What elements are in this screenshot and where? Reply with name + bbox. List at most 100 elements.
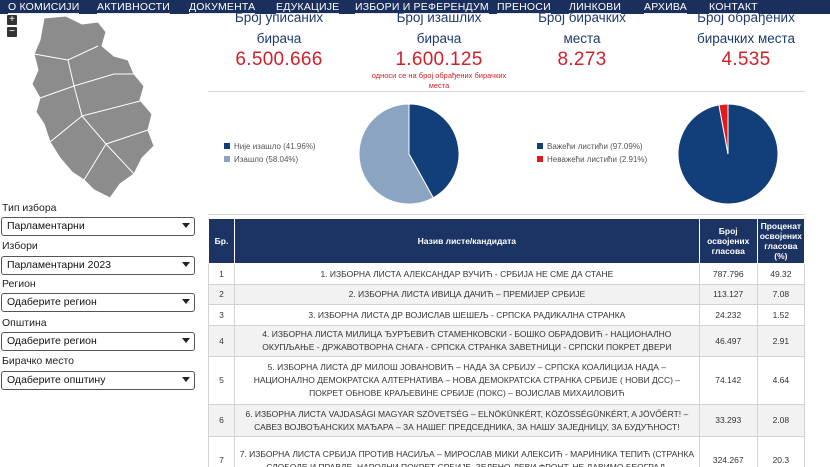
row-number: 6 [208,404,235,437]
stat-label: места [563,31,601,46]
row-number: 1 [208,263,235,285]
legend-item: Неважећи листићи (2.91%) [537,153,647,166]
legend-item: Важећи листићи (97.09%) [537,140,647,153]
nav-item-documents[interactable]: ДОКУМЕНТА [189,1,256,14]
legend-label: Важећи листићи (97.09%) [547,142,643,151]
row-votes: 46.497 [698,325,758,357]
row-votes: 787.796 [698,263,758,285]
polling-station-select[interactable]: Одаберите општину [1,371,195,390]
row-percent: 49.32 [756,263,806,285]
results-table: Бр. Назив листе/кандидата Број освојених… [208,218,806,467]
legend-swatch [224,156,230,162]
serbia-region-map[interactable] [22,12,162,204]
divider [208,91,805,92]
divider [208,214,805,215]
stat-label: Број бирачких [538,10,626,25]
voters-turnout-stat: Број изашлих бирача 1.600.125 односи се … [362,7,516,91]
chevron-down-icon [182,223,190,228]
election-value: Парламентарни 2023 [7,259,112,271]
legend-label: Изашло (58.04%) [234,155,299,164]
row-percent: 7.08 [756,284,806,305]
row-percent: 2.91 [756,325,806,357]
election-select[interactable]: Парламентарни 2023 [1,256,195,275]
header-number: Бр. [208,218,235,264]
polling-station-label: Бирачко место [2,355,74,367]
stat-label: бирачких места [696,31,796,46]
polling-station-value: Одаберите општину [7,374,106,386]
polling-stations-stat: Број бирачких места 8.273 [516,7,648,71]
turnout-legend: Није изашло (41.96%) Изашло (58.04%) [224,140,316,166]
header-percent: Проценат освојених гласова (%) [756,218,806,264]
row-name: 3. ИЗБОРНА ЛИСТА ДР ВОЈИСЛАВ ШЕШЕЉ - СРП… [234,304,700,326]
legend-item: Није изашло (41.96%) [224,140,316,153]
pie-slice-invalid[interactable] [718,103,729,155]
row-number: 5 [208,356,235,405]
row-number: 4 [208,325,235,357]
row-percent: 20.3 [756,436,806,467]
stat-label: бирача [256,31,302,46]
election-type-value: Парламентарни [7,220,85,232]
stat-label: Број уписаних [234,10,324,25]
nav-item-broadcasts[interactable]: ПРЕНОСИ [497,1,551,14]
zoom-out-button[interactable]: − [7,27,17,37]
election-label: Избори [2,240,38,252]
table-row: 6 6. ИЗБОРНА ЛИСТА VAJDASÁGI MAGYAR SZÖV… [208,404,806,437]
municipality-select[interactable]: Одаберите регион [1,332,195,351]
chevron-down-icon [182,262,190,267]
nav-item-links[interactable]: ЛИНКОВИ [569,1,622,14]
region-label: Регион [2,278,36,290]
nav-item-archive[interactable]: АРХИВА [644,1,687,14]
row-name: 2. ИЗБОРНА ЛИСТА ИВИЦА ДАЧИЋ – ПРЕМИЈЕР … [234,284,700,305]
row-votes: 324.267 [698,436,758,467]
legend-swatch [224,143,230,149]
row-votes: 33.293 [698,404,758,437]
map-region-shape[interactable] [31,15,155,199]
row-number: 2 [208,284,235,305]
chevron-down-icon [182,377,190,382]
table-header-row: Бр. Назив листе/кандидата Број освојених… [208,218,806,264]
nav-item-education[interactable]: ЕДУКАЦИЈЕ [276,1,340,14]
stat-note: односи се на број обрађених бирачких [371,71,507,80]
legend-item: Изашло (58.04%) [224,153,316,166]
row-percent: 1.52 [756,304,806,326]
row-name: 5. ИЗБОРНА ЛИСТА ДР МИЛОШ ЈОВАНОВИЋ – НА… [234,356,700,405]
registered-voters-stat: Број уписаних бирача 6.500.666 [213,7,345,71]
header-name: Назив листе/кандидата [234,218,700,264]
nav-item-elections[interactable]: ИЗБОРИ И РЕФЕРЕНДУМ [355,1,489,14]
processed-stations-stat: Број обрађених бирачких места 4.535 [680,7,812,71]
table-row: 2 2. ИЗБОРНА ЛИСТА ИВИЦА ДАЧИЋ – ПРЕМИЈЕ… [208,284,806,305]
validity-pie-chart [677,103,779,205]
nav-item-about[interactable]: О КОМИСИЈИ [8,1,80,14]
row-name: 1. ИЗБОРНА ЛИСТА АЛЕКСАНДАР ВУЧИЋ - СРБИ… [234,263,700,285]
top-navigation: О КОМИСИЈИ АКТИВНОСТИ ДОКУМЕНТА ЕДУКАЦИЈ… [0,0,830,14]
turnout-pie-chart [358,103,460,205]
nav-item-activities[interactable]: АКТИВНОСТИ [97,1,171,14]
table-row: 5 5. ИЗБОРНА ЛИСТА ДР МИЛОШ ЈОВАНОВИЋ – … [208,356,806,405]
row-votes: 74.142 [698,356,758,405]
stat-label: бирача [416,31,462,46]
legend-swatch [537,143,543,149]
region-select[interactable]: Одаберите регион [1,293,195,312]
header-votes: Број освојених гласова [698,218,758,264]
nav-item-contact[interactable]: КОНТАКТ [709,1,758,14]
pie-slice-voted[interactable] [358,103,434,205]
election-type-label: Тип избора [2,202,57,214]
pie-slice-not-voted[interactable] [408,103,460,199]
zoom-in-button[interactable]: + [7,15,17,25]
stat-value: 8.273 [557,49,607,70]
legend-label: Није изашло (41.96%) [234,142,316,151]
stat-value: 6.500.666 [235,49,323,70]
row-name: 4. ИЗБОРНА ЛИСТА МИЛИЦА ЂУРЂЕВИЋ СТАМЕНК… [234,325,700,357]
election-type-select[interactable]: Парламентарни [1,217,195,236]
stat-label: Број обрађених [697,10,795,25]
table-row: 3 3. ИЗБОРНА ЛИСТА ДР ВОЈИСЛАВ ШЕШЕЉ - С… [208,304,806,326]
row-number: 7 [208,436,235,467]
region-value: Одаберите регион [7,296,97,308]
stat-value: 1.600.125 [395,49,483,70]
chevron-down-icon [182,338,190,343]
stat-value: 4.535 [721,49,771,70]
municipality-value: Одаберите регион [7,335,97,347]
validity-legend: Важећи листићи (97.09%) Неважећи листићи… [537,140,647,166]
legend-label: Неважећи листићи (2.91%) [547,155,648,164]
map-region-borders [33,45,149,181]
